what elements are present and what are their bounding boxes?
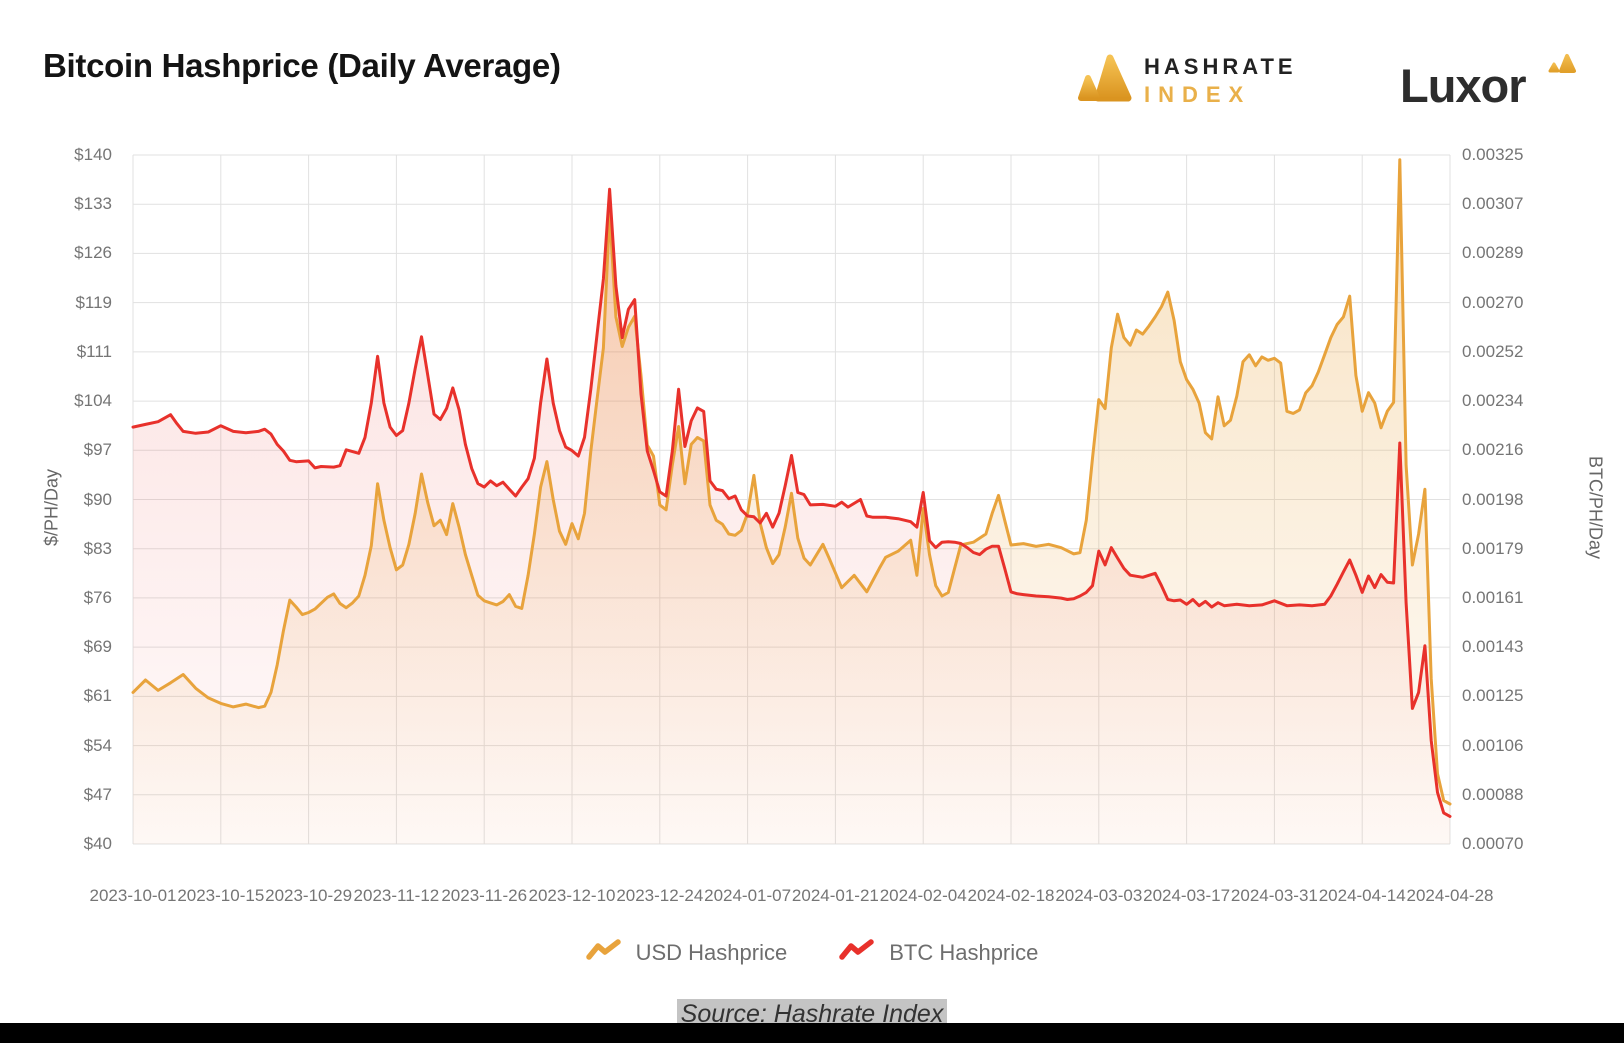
x-axis-tick: 2024-04-14: [1318, 886, 1406, 905]
x-axis-tick: 2024-02-04: [879, 886, 967, 905]
y-left-tick: $47: [83, 784, 112, 804]
legend: USD Hashprice BTC Hashprice: [0, 938, 1624, 967]
y-right-tick: 0.00179: [1462, 538, 1524, 558]
hashrate-index-logo: HASHRATE INDEX: [1076, 52, 1376, 110]
hashrate-index-wordmark-line1: HASHRATE: [1144, 54, 1297, 79]
y-left-tick: $140: [74, 145, 112, 164]
hashrate-index-wordmark-line2: INDEX: [1144, 82, 1252, 107]
y-left-tick: $69: [83, 637, 112, 657]
y-right-tick: 0.00106: [1462, 735, 1524, 755]
y-left-tick: $126: [74, 243, 112, 263]
hashrate-index-mark-icon: [1076, 52, 1134, 108]
luxor-logo: Luxor: [1400, 54, 1590, 118]
x-axis-tick: 2023-10-29: [265, 886, 353, 905]
x-axis-tick: 2024-03-17: [1143, 886, 1231, 905]
y-right-tick: 0.00289: [1462, 243, 1524, 263]
x-axis-tick: 2024-03-03: [1055, 886, 1143, 905]
y-right-tick: 0.00270: [1462, 292, 1524, 312]
x-axis-tick: 2024-02-18: [967, 886, 1055, 905]
y-right-tick: 0.00143: [1462, 637, 1524, 657]
y-left-tick: $76: [83, 587, 112, 607]
x-axis-tick: 2023-12-10: [528, 886, 616, 905]
legend-item-usd-hashprice[interactable]: USD Hashprice: [585, 938, 788, 967]
y-left-axis-title: $/PH/Day: [41, 468, 62, 547]
luxor-mark-icon: [1546, 50, 1580, 80]
y-left-tick: $104: [74, 391, 112, 411]
x-axis-tick: 2023-12-24: [616, 886, 704, 905]
y-right-tick: 0.00307: [1462, 194, 1524, 214]
btc-hashprice-area: [133, 189, 1450, 845]
y-left-tick: $111: [76, 341, 112, 361]
x-axis-tick: 2024-01-07: [704, 886, 792, 905]
x-axis-tick: 2023-10-15: [177, 886, 265, 905]
y-left-tick: $54: [83, 735, 112, 755]
y-left-tick: $61: [83, 686, 112, 706]
x-axis-tick: 2023-11-26: [441, 886, 528, 905]
y-right-tick: 0.00088: [1462, 784, 1524, 804]
y-right-tick: 0.00161: [1462, 587, 1524, 607]
legend-item-btc-hashprice[interactable]: BTC Hashprice: [839, 938, 1038, 967]
y-right-tick: 0.00234: [1462, 391, 1524, 411]
y-left-tick: $83: [83, 538, 112, 558]
btc-line-icon: [839, 938, 875, 967]
usd-hashprice-line: [131, 158, 1452, 806]
y-left-tick: $97: [83, 440, 112, 460]
y-left-tick: $133: [74, 194, 112, 214]
y-right-tick: 0.00216: [1462, 440, 1524, 460]
legend-label-btc: BTC Hashprice: [889, 939, 1039, 965]
luxor-wordmark: Luxor: [1400, 59, 1527, 112]
x-axis-tick: 2024-04-28: [1406, 886, 1494, 905]
y-right-axis-title: BTC/PH/Day: [1585, 455, 1606, 560]
y-right-tick: 0.00125: [1462, 686, 1524, 706]
y-left-tick: $90: [83, 489, 112, 509]
y-right-tick: 0.00252: [1462, 341, 1524, 361]
x-axis-tick: 2024-01-21: [791, 886, 879, 905]
bottom-bar: [0, 1023, 1624, 1043]
usd-line-icon: [585, 938, 622, 967]
page-title: Bitcoin Hashprice (Daily Average): [43, 47, 561, 84]
x-axis-tick: 2024-03-31: [1230, 886, 1318, 905]
y-left-tick: $119: [75, 292, 112, 312]
btc-hashprice-line: [131, 187, 1452, 818]
legend-label-usd: USD Hashprice: [635, 939, 788, 965]
x-axis-tick: 2023-10-01: [89, 886, 177, 905]
x-axis-tick: 2023-11-12: [353, 886, 440, 905]
y-left-tick: $40: [83, 834, 112, 853]
y-right-tick: 0.00325: [1462, 145, 1524, 164]
y-right-tick: 0.00198: [1462, 489, 1524, 509]
y-right-tick: 0.00070: [1462, 834, 1524, 853]
